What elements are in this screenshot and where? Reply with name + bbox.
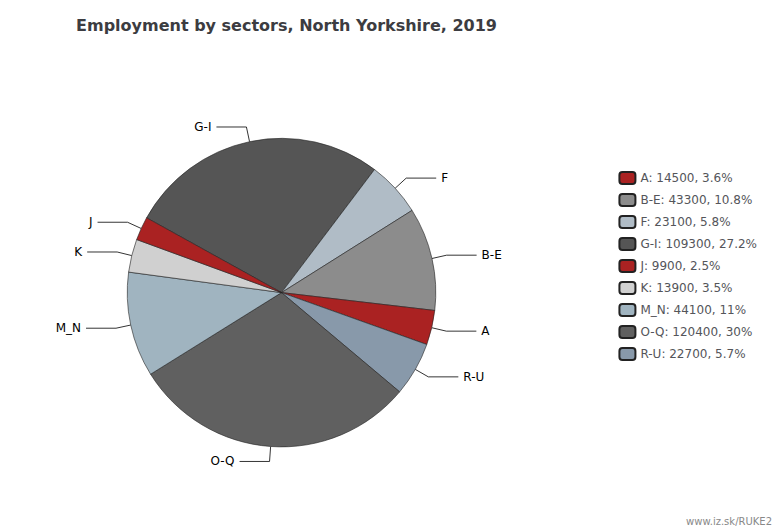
svg-text:K: K <box>74 245 83 259</box>
svg-text:G-I: G-I <box>194 120 211 134</box>
svg-text:R-U: R-U <box>463 370 484 384</box>
svg-text:Employment by sectors, North Y: Employment by sectors, North Yorkshire, … <box>76 16 497 35</box>
svg-text:F: 23100, 5.8%: F: 23100, 5.8% <box>640 215 730 229</box>
svg-text:G-I: 109300, 27.2%: G-I: 109300, 27.2% <box>640 237 757 251</box>
svg-text:R-U: 22700, 5.7%: R-U: 22700, 5.7% <box>640 347 745 361</box>
svg-text:M_N: 44100, 11%: M_N: 44100, 11% <box>640 303 746 317</box>
svg-text:B-E: 43300, 10.8%: B-E: 43300, 10.8% <box>640 193 752 207</box>
svg-text:O-Q: O-Q <box>211 454 235 468</box>
svg-text:J: J <box>88 215 93 229</box>
svg-text:K: 13900, 3.5%: K: 13900, 3.5% <box>640 281 732 295</box>
svg-text:A: A <box>481 324 490 338</box>
svg-text:F: F <box>441 171 448 185</box>
svg-text:A: 14500, 3.6%: A: 14500, 3.6% <box>640 171 732 185</box>
svg-text:O-Q: 120400, 30%: O-Q: 120400, 30% <box>640 325 752 339</box>
svg-text:J: 9900, 2.5%: J: 9900, 2.5% <box>639 259 720 273</box>
svg-text:M_N: M_N <box>56 321 81 335</box>
svg-text:B-E: B-E <box>482 248 502 262</box>
svg-text:www.iz.sk/RUKE2: www.iz.sk/RUKE2 <box>686 516 772 527</box>
